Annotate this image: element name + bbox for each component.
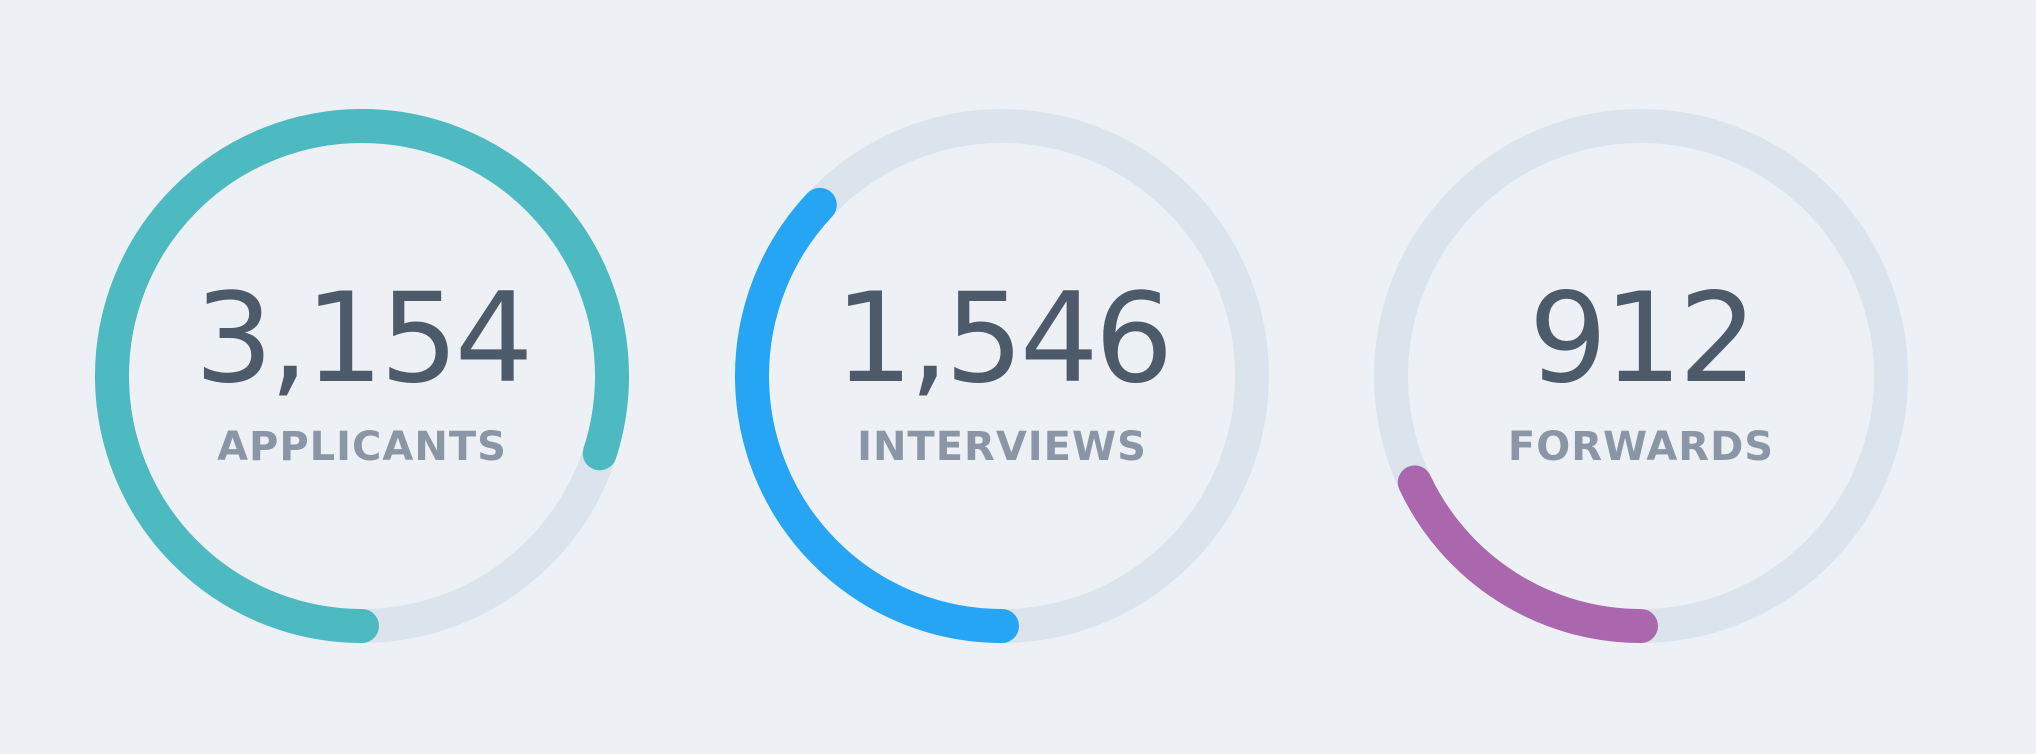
stat-applicants: 3,154 APPLICANTS [85,99,639,653]
stat-value: 1,546 [834,267,1174,411]
stat-value: 3,154 [194,267,534,411]
forwards-progress-ring [1374,109,1908,643]
stat-label: APPLICANTS [217,424,507,470]
stat-label: INTERVIEWS [857,424,1147,470]
stat-label: FORWARDS [1507,424,1775,470]
stat-value: 912 [1528,267,1758,411]
ring-progress-arc [735,109,1269,643]
applicants-progress-ring [95,109,629,643]
stat-interviews: 1,546 INTERVIEWS [725,99,1279,653]
stat-forwards: 912 FORWARDS [1364,99,1918,653]
ring-progress-arc [1374,109,1908,643]
interviews-progress-ring [735,109,1269,643]
ring-progress-arc [95,109,629,643]
